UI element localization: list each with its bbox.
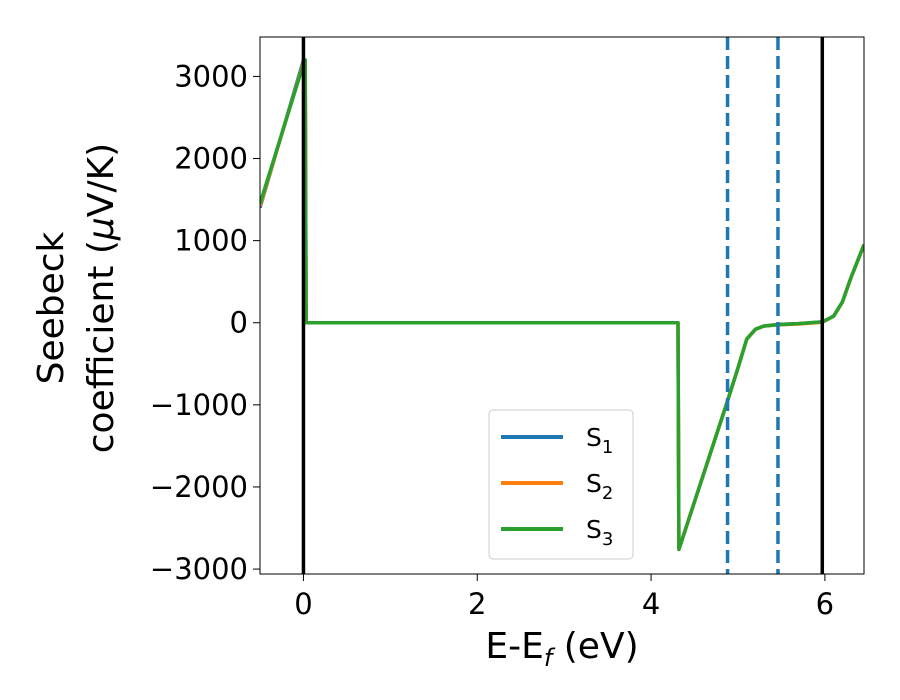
reference-lines [301,37,825,574]
x-axis-title: E-Ef (eV) [485,626,638,672]
y-axis-title-line2-suffix: V/K) [81,143,122,217]
x-tick-label: 0 [294,587,312,621]
legend: S1 S2 S3 [488,409,634,560]
x-tick-label: 4 [642,587,660,621]
y-axis-title-line2-main: coefficient ( [81,240,122,453]
x-axis-ticks: 0 2 4 6 [294,574,834,621]
series-line-3 [260,58,864,552]
series-layer [260,58,864,552]
y-tick-label: −3000 [150,552,248,586]
y-tick-label: 2000 [174,142,248,176]
y-axis-title-mu: μ [81,217,122,241]
x-tick-label: 2 [468,587,486,621]
y-axis-title-line2: coefficient (μV/K) [81,143,122,453]
y-axis-title-line1: Seebeck [31,231,72,384]
legend-label-1: S1 [586,423,613,458]
y-axis-ticks: −3000 −2000 −1000 0 1000 2000 3000 [150,59,260,586]
y-tick-label: 0 [230,306,248,340]
x-axis-title-suffix: (eV) [552,626,638,667]
plot-frame [259,36,865,575]
y-tick-label: 3000 [174,59,248,93]
y-tick-label: −2000 [150,470,248,504]
y-tick-label: −1000 [150,388,248,422]
legend-label-3: S3 [586,515,613,550]
legend-label-2: S2 [586,469,613,504]
x-tick-label: 6 [816,587,834,621]
x-axis-title-main: E-E [485,626,543,667]
y-tick-label: 1000 [174,224,248,258]
